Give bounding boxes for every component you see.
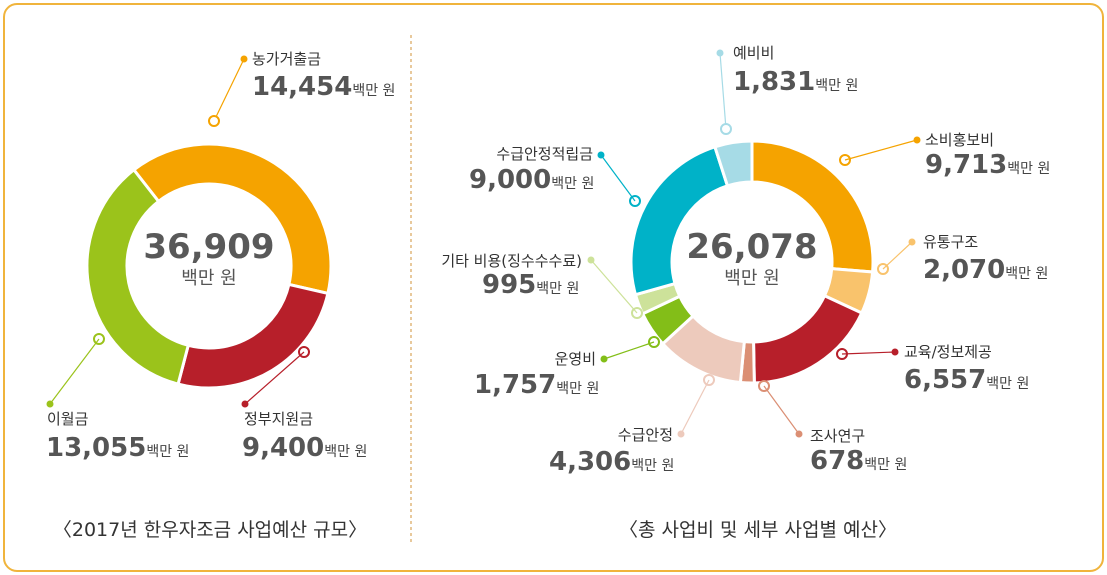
svg-text:9,400백만 원: 9,400백만 원 — [242, 433, 367, 463]
slice-value: 995 — [482, 270, 536, 300]
donut-slice-7 — [629, 144, 730, 297]
slice-value: 1,831 — [733, 67, 815, 97]
slice-label: 기타 비용(징수수수료) — [441, 252, 582, 270]
slice-unit: 백만 원 — [551, 176, 594, 192]
slice-unit: 백만 원 — [1005, 266, 1048, 282]
slice-label: 유통구조 — [923, 233, 978, 251]
label-right-2: 교육/정보제공 6,557백만 원 — [836, 343, 1029, 395]
slice-unit: 백만 원 — [815, 78, 858, 94]
slice-value: 13,055 — [46, 433, 146, 463]
label-right-5: 운영비 1,757백만 원 — [474, 336, 660, 400]
svg-text:1,757백만 원: 1,757백만 원 — [474, 370, 599, 400]
slice-label: 수급안정적립금 — [496, 145, 593, 163]
label-right-4: 수급안정 4,306백만 원 — [549, 374, 715, 477]
right-center-value: 26,078 — [686, 227, 817, 267]
left-center-unit: 백만 원 — [181, 268, 236, 289]
slice-label: 소비홍보비 — [925, 131, 994, 149]
label-right-6: 기타 비용(징수수수료) 995백만 원 — [441, 252, 643, 319]
slice-unit: 백만 원 — [864, 457, 907, 473]
donut-right — [629, 139, 875, 385]
slice-value: 14,454 — [252, 72, 352, 102]
slice-value: 678 — [810, 446, 864, 476]
slice-unit: 백만 원 — [556, 381, 599, 397]
svg-text:678백만 원: 678백만 원 — [810, 446, 907, 476]
svg-text:4,306백만 원: 4,306백만 원 — [549, 447, 674, 477]
right-chart-title: 〈총 사업비 및 세부 사업별 예산〉 — [619, 519, 897, 541]
slice-label: 농가거출금 — [252, 50, 321, 68]
svg-text:2,070백만 원: 2,070백만 원 — [923, 255, 1048, 285]
label-right-8: 예비비 1,831백만 원 — [716, 44, 858, 135]
svg-text:9,713백만 원: 9,713백만 원 — [925, 150, 1050, 180]
slice-unit: 백만 원 — [986, 376, 1029, 392]
donut-slice-1 — [176, 282, 330, 390]
slice-value: 9,000 — [469, 165, 551, 195]
donut-slice-2 — [85, 167, 191, 386]
slice-value: 1,757 — [474, 370, 556, 400]
slice-value: 4,306 — [549, 447, 631, 477]
label-right-7: 수급안정적립금 9,000백만 원 — [469, 145, 641, 207]
label-left-0: 농가거출금 14,454백만 원 — [208, 50, 395, 127]
slice-unit: 백만 원 — [1007, 161, 1050, 177]
slice-label: 예비비 — [733, 44, 774, 62]
left-center-value: 36,909 — [143, 227, 274, 267]
slice-value: 9,400 — [242, 433, 324, 463]
slice-value: 9,713 — [925, 150, 1007, 180]
slice-label: 정부지원금 — [244, 410, 313, 428]
slice-unit: 백만 원 — [536, 281, 579, 297]
slice-label: 수급안정 — [618, 426, 673, 444]
slice-unit: 백만 원 — [352, 83, 395, 99]
label-right-0: 소비홍보비 9,713백만 원 — [839, 131, 1050, 180]
slice-value: 2,070 — [923, 255, 1005, 285]
label-right-3: 조사연구 678백만 원 — [758, 380, 907, 476]
label-left-2: 이월금 13,055백만 원 — [46, 333, 189, 463]
slice-unit: 백만 원 — [631, 458, 674, 474]
svg-text:14,454백만 원: 14,454백만 원 — [252, 72, 395, 102]
donut-slice-0 — [131, 142, 333, 296]
slice-label: 이월금 — [47, 410, 89, 428]
slice-value: 6,557 — [904, 365, 986, 395]
donut-left — [85, 142, 333, 390]
slice-label: 교육/정보제공 — [904, 343, 992, 361]
slice-label: 운영비 — [555, 350, 596, 368]
right-center-unit: 백만 원 — [724, 268, 779, 289]
svg-text:995백만 원: 995백만 원 — [482, 270, 579, 300]
donut-slice-8 — [713, 139, 754, 188]
chart-frame — [3, 3, 1104, 572]
donut-slice-2 — [752, 293, 864, 385]
svg-text:6,557백만 원: 6,557백만 원 — [904, 365, 1029, 395]
slice-unit: 백만 원 — [146, 444, 189, 460]
svg-text:9,000백만 원: 9,000백만 원 — [469, 165, 594, 195]
label-right-1: 유통구조 2,070백만 원 — [877, 233, 1048, 285]
slice-label: 조사연구 — [810, 427, 865, 445]
svg-text:1,831백만 원: 1,831백만 원 — [733, 67, 858, 97]
slice-unit: 백만 원 — [324, 444, 367, 460]
left-chart-title: 〈2017년 한우자조금 사업예산 규모〉 — [53, 519, 367, 541]
label-left-1: 정부지원금 9,400백만 원 — [241, 346, 367, 463]
svg-text:13,055백만 원: 13,055백만 원 — [46, 433, 189, 463]
